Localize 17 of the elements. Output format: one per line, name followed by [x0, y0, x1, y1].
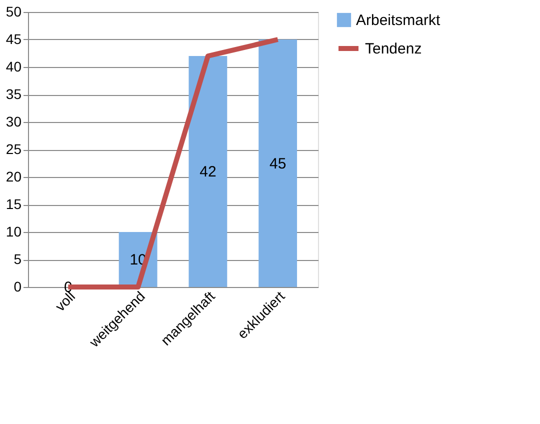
- y-tick-label: 40: [6, 58, 22, 74]
- data-label: 42: [200, 164, 216, 180]
- y-tick-label: 25: [6, 141, 22, 157]
- y-tick-label: 20: [6, 168, 22, 184]
- y-tick-label: 30: [6, 114, 22, 130]
- y-tick-label: 35: [6, 86, 22, 102]
- bar: [188, 56, 228, 287]
- y-tick-label: 50: [6, 4, 22, 20]
- legend-label: Arbeitsmarkt: [356, 12, 442, 29]
- y-tick-label: 5: [14, 251, 22, 267]
- y-tick-label: 10: [6, 224, 22, 240]
- data-label: 45: [269, 155, 286, 172]
- bar: [258, 40, 298, 287]
- legend-label: Tendenz: [365, 40, 422, 58]
- y-tick-label: 0: [14, 278, 22, 294]
- y-tick-label: 45: [6, 31, 22, 47]
- y-tick-label: 15: [6, 196, 22, 212]
